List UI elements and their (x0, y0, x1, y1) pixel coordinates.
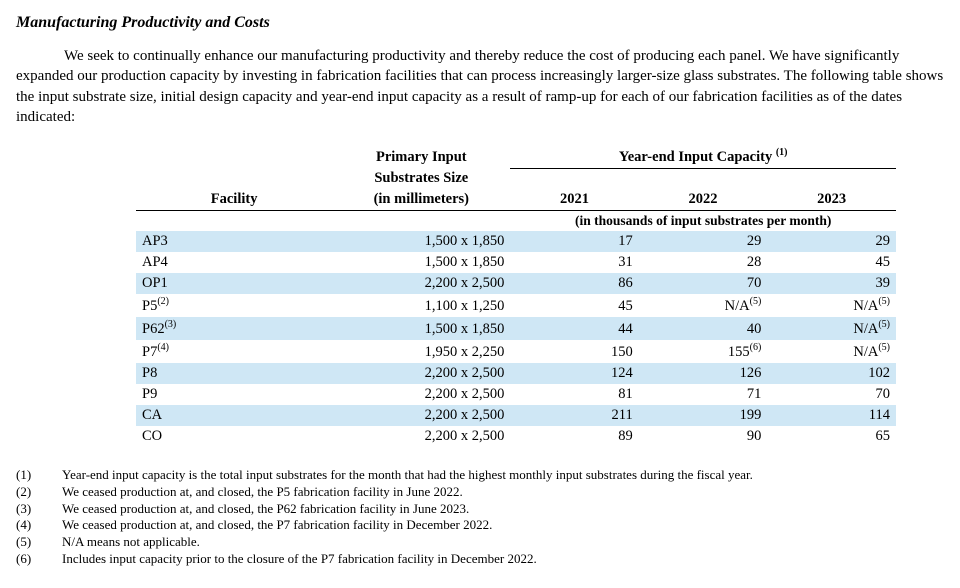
footnote-text: Year-end input capacity is the total inp… (62, 467, 753, 484)
value-cell: 31 (510, 252, 638, 273)
size-cell: 1,950 x 2,250 (332, 340, 510, 363)
footnote-num: (1) (16, 467, 62, 484)
size-cell: 1,500 x 1,850 (332, 231, 510, 252)
value-cell: N/A(5) (767, 294, 896, 317)
size-header-line2: Substrates Size (332, 168, 510, 189)
size-cell: 1,500 x 1,850 (332, 317, 510, 340)
facility-cell: CO (136, 426, 332, 447)
year-header-2022: 2022 (639, 189, 768, 211)
table-row: AP31,500 x 1,850172929 (136, 231, 896, 252)
facility-cell: P9 (136, 384, 332, 405)
facility-cell: P62(3) (136, 317, 332, 340)
size-cell: 2,200 x 2,500 (332, 384, 510, 405)
value-cell: 102 (767, 363, 896, 384)
size-cell: 2,200 x 2,500 (332, 426, 510, 447)
footnote-text: We ceased production at, and closed, the… (62, 501, 469, 518)
size-cell: 2,200 x 2,500 (332, 363, 510, 384)
table-row: CA2,200 x 2,500211199114 (136, 405, 896, 426)
facility-cell: P5(2) (136, 294, 332, 317)
value-cell: 211 (510, 405, 638, 426)
size-cell: 1,100 x 1,250 (332, 294, 510, 317)
value-cell: 199 (639, 405, 768, 426)
table-row: P7(4)1,950 x 2,250150155(6)N/A(5) (136, 340, 896, 363)
value-cell: N/A(5) (639, 294, 768, 317)
facility-cell: CA (136, 405, 332, 426)
unit-label: (in thousands of input substrates per mo… (510, 211, 896, 232)
value-cell: 126 (639, 363, 768, 384)
value-cell: 44 (510, 317, 638, 340)
value-cell: 29 (767, 231, 896, 252)
table-row: AP41,500 x 1,850312845 (136, 252, 896, 273)
value-cell: 124 (510, 363, 638, 384)
value-cell: 28 (639, 252, 768, 273)
footnote-text: N/A means not applicable. (62, 534, 200, 551)
footnote-text: We ceased production at, and closed, the… (62, 484, 463, 501)
value-cell: N/A(5) (767, 340, 896, 363)
value-cell: 89 (510, 426, 638, 447)
facility-cell: P8 (136, 363, 332, 384)
value-cell: 70 (639, 273, 768, 294)
value-cell: 86 (510, 273, 638, 294)
table-body: AP31,500 x 1,850172929AP41,500 x 1,85031… (136, 231, 896, 446)
footnote-row: (3)We ceased production at, and closed, … (16, 501, 944, 518)
table-row: CO2,200 x 2,500899065 (136, 426, 896, 447)
footnote-row: (6)Includes input capacity prior to the … (16, 551, 944, 568)
year-header-2023: 2023 (767, 189, 896, 211)
table-row: OP12,200 x 2,500867039 (136, 273, 896, 294)
value-cell: 45 (767, 252, 896, 273)
year-header-2021: 2021 (510, 189, 638, 211)
footnote-text: Includes input capacity prior to the clo… (62, 551, 537, 568)
value-cell: 39 (767, 273, 896, 294)
size-cell: 2,200 x 2,500 (332, 273, 510, 294)
table-row: P5(2)1,100 x 1,25045N/A(5)N/A(5) (136, 294, 896, 317)
footnotes: (1)Year-end input capacity is the total … (16, 467, 944, 568)
capacity-header-label: Year-end Input Capacity (619, 149, 772, 165)
table-row: P92,200 x 2,500817170 (136, 384, 896, 405)
size-header-line1: Primary Input (332, 145, 510, 168)
footnote-row: (2)We ceased production at, and closed, … (16, 484, 944, 501)
footnote-num: (5) (16, 534, 62, 551)
footnote-row: (4)We ceased production at, and closed, … (16, 517, 944, 534)
value-cell: 45 (510, 294, 638, 317)
capacity-header: Year-end Input Capacity (1) (510, 145, 896, 168)
facility-cell: P7(4) (136, 340, 332, 363)
value-cell: 40 (639, 317, 768, 340)
footnote-num: (2) (16, 484, 62, 501)
capacity-header-sup: (1) (776, 147, 788, 158)
value-cell: 70 (767, 384, 896, 405)
facility-cell: AP4 (136, 252, 332, 273)
value-cell: 71 (639, 384, 768, 405)
intro-paragraph: We seek to continually enhance our manuf… (16, 46, 944, 127)
facility-cell: OP1 (136, 273, 332, 294)
value-cell: 150 (510, 340, 638, 363)
footnote-num: (4) (16, 517, 62, 534)
table-row: P82,200 x 2,500124126102 (136, 363, 896, 384)
capacity-table-wrap: Primary Input Year-end Input Capacity (1… (136, 145, 896, 447)
value-cell: 114 (767, 405, 896, 426)
value-cell: 90 (639, 426, 768, 447)
value-cell: 155(6) (639, 340, 768, 363)
facility-header: Facility (136, 189, 332, 211)
size-header-line3: (in millimeters) (332, 189, 510, 211)
value-cell: 81 (510, 384, 638, 405)
footnote-num: (6) (16, 551, 62, 568)
value-cell: N/A(5) (767, 317, 896, 340)
value-cell: 17 (510, 231, 638, 252)
facility-cell: AP3 (136, 231, 332, 252)
table-row: P62(3)1,500 x 1,8504440N/A(5) (136, 317, 896, 340)
value-cell: 29 (639, 231, 768, 252)
section-heading: Manufacturing Productivity and Costs (16, 14, 944, 32)
value-cell: 65 (767, 426, 896, 447)
footnote-row: (5)N/A means not applicable. (16, 534, 944, 551)
footnote-row: (1)Year-end input capacity is the total … (16, 467, 944, 484)
size-cell: 1,500 x 1,850 (332, 252, 510, 273)
footnote-text: We ceased production at, and closed, the… (62, 517, 492, 534)
size-cell: 2,200 x 2,500 (332, 405, 510, 426)
footnote-num: (3) (16, 501, 62, 518)
capacity-table: Primary Input Year-end Input Capacity (1… (136, 145, 896, 447)
